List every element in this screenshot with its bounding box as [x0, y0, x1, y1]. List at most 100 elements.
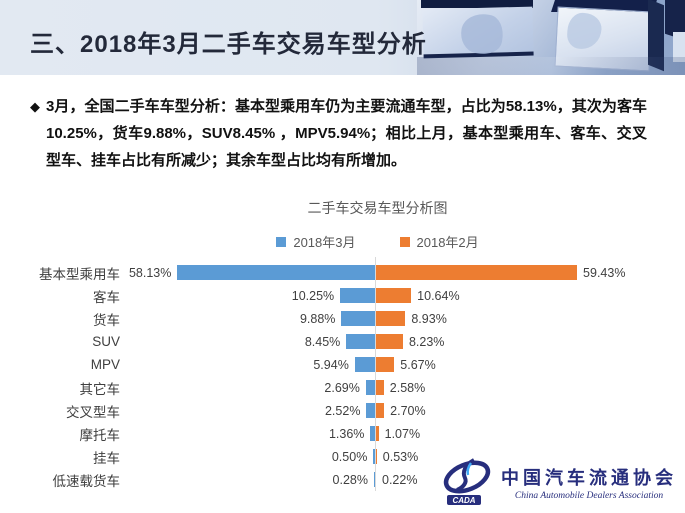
category-label: 低速载货车	[52, 473, 121, 489]
world-map-texture	[457, 10, 507, 58]
march-bar-zone: 0.50%	[125, 449, 375, 464]
legend-item-march: 2018年3月	[276, 232, 356, 251]
legend-label-february: 2018年2月	[416, 235, 479, 250]
legend-swatch-march	[276, 236, 287, 247]
february-bar-zone: 1.07%	[375, 426, 685, 441]
floor-reflection	[417, 57, 685, 75]
diamond-bullet-icon: ◆	[30, 99, 40, 114]
march-bar	[346, 334, 375, 349]
march-value-label: 2.69%	[324, 380, 360, 395]
summary-text: 3月，全国二手车车型分析：基本型乘用车仍为主要流通车型，占比为58.13%，其次…	[46, 98, 647, 169]
march-value-label: 10.25%	[291, 288, 335, 303]
chart-legend: 2018年3月 2018年2月	[70, 232, 685, 251]
page-title: 三、2018年3月二手车交易车型分析	[30, 31, 427, 58]
world-map-texture	[566, 12, 603, 50]
february-bar	[375, 288, 412, 303]
march-bar-zone: 2.52%	[125, 403, 375, 418]
february-value-label: 59.43%	[583, 265, 626, 280]
march-bar	[374, 472, 375, 487]
march-bar	[365, 380, 375, 395]
february-bar	[375, 265, 578, 280]
cada-acronym: CADA	[452, 496, 475, 505]
summary-block: ◆ 3月，全国二手车车型分析：基本型乘用车仍为主要流通车型，占比为58.13%，…	[0, 75, 685, 174]
category-label: 其它车	[79, 381, 121, 397]
february-bar-zone: 2.58%	[375, 380, 685, 395]
march-value-label: 0.50%	[331, 449, 368, 464]
march-bar	[341, 311, 375, 326]
march-bar-zone: 10.25%	[125, 288, 375, 303]
february-bar	[375, 311, 406, 326]
february-bar-zone: 59.43%	[375, 265, 685, 280]
organization-names: 中国汽车流通协会 China Automobile Dealers Associ…	[501, 464, 677, 501]
category-label: MPV	[90, 357, 120, 372]
category-label: 客车	[93, 289, 120, 305]
march-bar	[373, 449, 375, 464]
cube-front-face	[422, 6, 534, 59]
march-value-label: 1.36%	[328, 426, 365, 441]
chart-row: SUV 8.45% 8.23%	[0, 330, 685, 353]
february-bar-zone: 2.70%	[375, 403, 685, 418]
category-label: 交叉型车	[66, 404, 120, 420]
february-value-label: 1.07%	[384, 426, 421, 441]
february-bar-zone: 5.67%	[375, 357, 685, 372]
march-bar-zone: 0.28%	[125, 472, 375, 487]
diverging-bar-chart: 基本型乘用车 58.13% 59.43% 客车 10.25% 10.64%	[0, 257, 685, 491]
cube-top-face	[421, 0, 533, 8]
february-bar	[375, 380, 384, 395]
march-bar-zone: 5.94%	[125, 357, 375, 372]
february-value-label: 0.53%	[382, 449, 419, 464]
february-value-label: 0.22%	[382, 472, 418, 487]
center-axis-line	[375, 257, 376, 491]
category-label: 基本型乘用车	[39, 266, 120, 282]
february-bar	[375, 357, 395, 372]
legend-swatch-february	[399, 236, 410, 247]
march-bar-zone: 1.36%	[125, 426, 375, 441]
march-bar-zone: 9.88%	[125, 311, 375, 326]
february-value-label: 5.67%	[400, 357, 436, 372]
chart-row: 低速载货车 0.28% 0.22%	[0, 468, 685, 491]
march-bar	[177, 265, 375, 280]
category-label: 挂车	[93, 450, 120, 466]
february-value-label: 8.93%	[411, 311, 447, 326]
march-bar-zone: 2.69%	[125, 380, 375, 395]
march-value-label: 0.28%	[332, 472, 368, 487]
march-bar	[340, 288, 375, 303]
chart-row: 交叉型车 2.52% 2.70%	[0, 399, 685, 422]
cada-emblem-icon: CADA	[443, 458, 491, 505]
february-bar-zone: 8.93%	[375, 311, 685, 326]
category-label: SUV	[92, 334, 120, 349]
slide-header: 三、2018年3月二手车交易车型分析	[0, 0, 685, 75]
legend-label-march: 2018年3月	[293, 235, 356, 250]
february-bar	[375, 403, 385, 418]
february-bar	[375, 334, 403, 349]
chart-row: 其它车 2.69% 2.58%	[0, 376, 685, 399]
february-bar	[375, 426, 379, 441]
chart-row: 客车 10.25% 10.64%	[0, 284, 685, 307]
march-bar-zone: 8.45%	[125, 334, 375, 349]
february-value-label: 10.64%	[417, 288, 460, 303]
organization-name-chinese: 中国汽车流通协会	[501, 467, 677, 488]
march-value-label: 8.45%	[304, 334, 341, 349]
legend-item-february: 2018年2月	[399, 232, 479, 251]
chart-row: 摩托车 1.36% 1.07%	[0, 422, 685, 445]
march-value-label: 58.13%	[128, 265, 172, 280]
cube-front-face	[673, 32, 685, 62]
chart-header: 二手车交易车型分析图 2018年3月 2018年2月	[0, 198, 685, 251]
chart-row: MPV 5.94% 5.67%	[0, 353, 685, 376]
march-bar-zone: 58.13%	[125, 265, 375, 280]
chart-row: 货车 9.88% 8.93%	[0, 307, 685, 330]
march-bar	[370, 426, 375, 441]
february-bar-zone: 8.23%	[375, 334, 685, 349]
february-bar-zone: 10.64%	[375, 288, 685, 303]
february-value-label: 2.58%	[389, 380, 426, 395]
category-label: 摩托车	[79, 427, 121, 443]
chart-title: 二手车交易车型分析图	[307, 200, 448, 216]
march-bar	[354, 357, 375, 372]
organization-logo: CADA 中国汽车流通协会 China Automobile Dealers A…	[441, 457, 677, 507]
organization-name-english: China Automobile Dealers Association	[514, 490, 664, 501]
march-value-label: 5.94%	[313, 357, 349, 372]
chart-row: 基本型乘用车 58.13% 59.43%	[0, 261, 685, 284]
cubes-decoration	[417, 0, 685, 75]
february-value-label: 2.70%	[390, 403, 426, 418]
